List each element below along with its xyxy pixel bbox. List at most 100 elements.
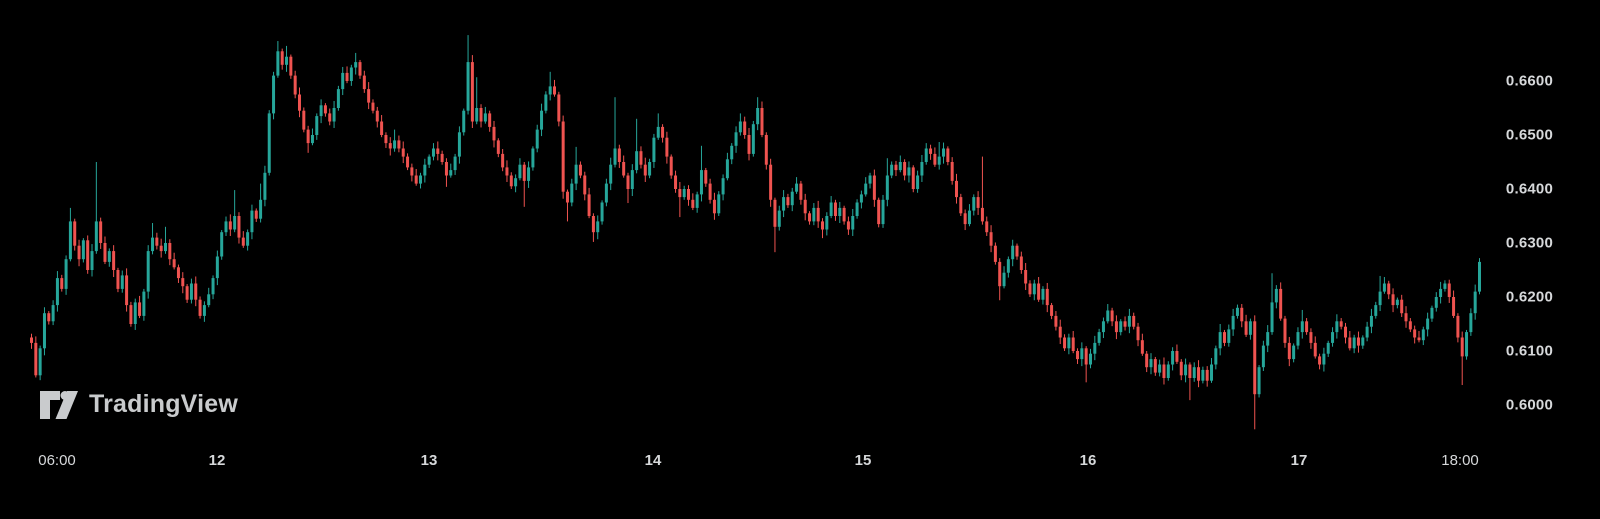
candle-body: [725, 159, 729, 179]
candle-body: [1084, 348, 1088, 365]
candle-body: [730, 145, 734, 160]
candle-wick: [523, 162, 525, 207]
candle-body: [514, 178, 518, 187]
candle-body: [1300, 321, 1304, 333]
candle-body: [1443, 283, 1447, 289]
candle-body: [280, 51, 284, 65]
candle-body: [687, 189, 690, 200]
candle-body: [898, 162, 902, 171]
candle-body: [1413, 329, 1417, 338]
candle-body: [1266, 332, 1270, 346]
candle-body: [1201, 369, 1205, 381]
candle-body: [885, 175, 889, 200]
candle-body: [622, 162, 626, 176]
candle-body: [786, 197, 790, 206]
candle-body: [903, 162, 907, 176]
candle-body: [812, 207, 816, 222]
candle-body: [1041, 288, 1045, 300]
candle-body: [1244, 321, 1248, 335]
candle-wick: [938, 142, 940, 170]
candle-body: [1037, 283, 1041, 300]
candle-body: [1374, 305, 1378, 316]
candle-body: [756, 108, 760, 125]
candle-body: [1158, 364, 1162, 373]
candle-body: [1382, 283, 1386, 292]
candle-body: [146, 251, 150, 292]
candle-body: [1175, 351, 1179, 362]
candle-body: [717, 194, 721, 214]
candle-body: [362, 75, 366, 90]
candle-body: [954, 180, 958, 198]
candle-body: [1114, 321, 1118, 333]
candle-body: [695, 194, 699, 208]
candle-body: [1309, 332, 1313, 343]
candle-body: [1305, 321, 1309, 333]
candle-body: [924, 148, 928, 162]
candle-body: [1222, 332, 1226, 343]
candle-body: [704, 170, 708, 184]
candle-body: [94, 221, 98, 252]
candle-body: [518, 164, 522, 179]
candle-body: [1006, 259, 1010, 273]
candle-body: [808, 213, 812, 222]
candle-body: [388, 143, 392, 149]
candle-body: [816, 207, 820, 222]
candle-body: [30, 337, 33, 343]
candle-body: [1058, 326, 1062, 338]
candle-body: [358, 62, 362, 76]
candle-body: [544, 94, 548, 111]
candle-body: [721, 178, 725, 195]
candle-body: [1460, 337, 1464, 357]
candle-body: [825, 216, 829, 230]
candle-body: [1210, 364, 1214, 381]
candle-body: [652, 137, 656, 162]
candle-body: [397, 140, 401, 149]
candle-body: [384, 135, 388, 144]
candle-body: [1352, 337, 1356, 349]
candle-wick: [614, 97, 616, 168]
candle-body: [1192, 367, 1196, 378]
candle-body: [743, 121, 747, 135]
candle-body: [1231, 315, 1235, 330]
candle-body: [712, 199, 716, 214]
candle-body: [661, 126, 665, 138]
candle-body: [570, 183, 574, 203]
candle-body: [531, 148, 535, 168]
price-axis-label: 0.6200: [1505, 288, 1553, 306]
candle-body: [496, 140, 500, 154]
candle-body: [293, 75, 297, 95]
candle-body: [1391, 294, 1395, 306]
candle-body: [73, 221, 77, 246]
candle-body: [1149, 359, 1153, 368]
candle-wick: [679, 181, 681, 218]
candle-body: [198, 299, 202, 316]
candle-body: [505, 167, 509, 176]
candle-wick: [234, 190, 236, 233]
candle-body: [1024, 270, 1028, 284]
candle-body: [1400, 299, 1404, 314]
candle-body: [691, 199, 695, 208]
candle-body: [341, 72, 345, 90]
candle-body: [1097, 332, 1101, 343]
candle-body: [1045, 288, 1049, 306]
candle-body: [453, 156, 457, 171]
candle-body: [401, 148, 405, 157]
candle-body: [747, 135, 751, 154]
candle-body: [967, 210, 971, 225]
candle-body: [68, 221, 72, 260]
tradingview-watermark: TradingView: [40, 390, 238, 419]
candle-body: [237, 216, 241, 238]
candle-body: [764, 135, 768, 165]
candle-body: [1322, 353, 1326, 365]
candle-body: [985, 221, 989, 233]
candle-body: [431, 148, 435, 157]
candle-body: [34, 342, 38, 376]
candle-body: [803, 199, 807, 214]
time-axis-label: 15: [854, 452, 872, 469]
candle-body: [1015, 245, 1019, 257]
candle-body: [639, 151, 643, 165]
candle-body: [760, 108, 764, 135]
candle-body: [1279, 288, 1283, 319]
